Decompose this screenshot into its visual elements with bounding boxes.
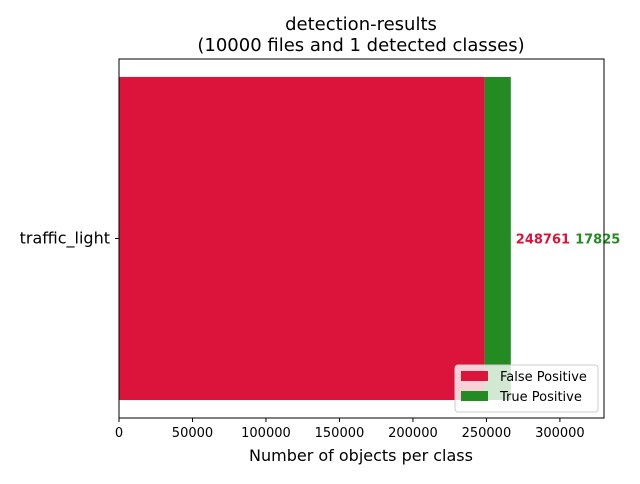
x-tick-label: 200000 — [388, 426, 438, 441]
x-tick-label: 250000 — [462, 426, 512, 441]
plot-area — [119, 76, 511, 401]
plot-frame — [118, 58, 605, 419]
legend: False Positive True Positive — [454, 364, 599, 413]
bar-true-positive-traffic_light — [484, 76, 511, 401]
x-axis-label: Number of objects per class — [249, 446, 473, 465]
x-tick-label: 0 — [115, 426, 123, 441]
legend-swatch-true-positive — [461, 391, 488, 401]
bar-false-positive-traffic_light — [119, 76, 485, 401]
x-tick-label: 150000 — [315, 426, 365, 441]
legend-box — [454, 364, 599, 413]
chart-title: detection-results — [285, 14, 437, 35]
x-tick-label: 100000 — [241, 426, 291, 441]
value-label-true-positive: 17825 — [575, 233, 620, 248]
y-tick-label: traffic_light — [20, 229, 110, 249]
legend-label-true-positive: True Positive — [499, 390, 582, 405]
data-labels: 248761 17825 — [516, 233, 621, 248]
axes: traffic_light 0 50000 100000 150000 200000 250… — [20, 229, 585, 442]
legend-label-false-positive: False Positive — [500, 370, 587, 385]
x-tick-label: 300000 — [535, 426, 585, 441]
x-tick-label: 50000 — [172, 426, 213, 441]
legend-swatch-false-positive — [461, 371, 488, 381]
chart-subtitle: (10000 files and 1 detected classes) — [197, 35, 524, 56]
value-label-false-positive: 248761 — [516, 233, 570, 248]
